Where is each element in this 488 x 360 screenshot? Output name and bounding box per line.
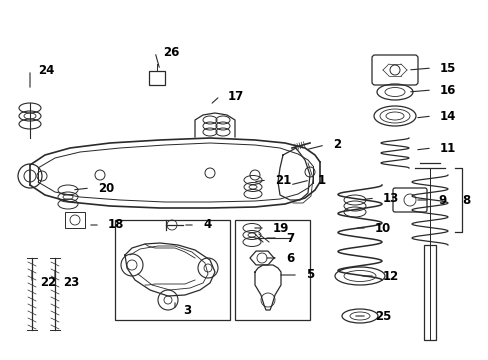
Text: 10: 10	[374, 221, 390, 234]
Text: 3: 3	[183, 303, 191, 316]
Text: 8: 8	[461, 194, 469, 207]
Text: 12: 12	[382, 270, 398, 283]
Text: 26: 26	[163, 45, 179, 58]
Text: 7: 7	[285, 231, 293, 244]
Text: 6: 6	[285, 252, 294, 265]
Text: 11: 11	[439, 141, 455, 154]
Text: 19: 19	[272, 221, 289, 234]
Text: 16: 16	[439, 84, 455, 96]
Bar	[115, 220, 229, 320]
Bar	[65, 212, 85, 228]
Text: 1: 1	[317, 174, 325, 186]
Text: 24: 24	[38, 63, 54, 77]
Text: 15: 15	[439, 62, 455, 75]
Text: 14: 14	[439, 109, 455, 122]
Text: 5: 5	[305, 269, 314, 282]
Text: 20: 20	[98, 181, 114, 194]
Text: 2: 2	[332, 139, 341, 152]
Text: 13: 13	[382, 192, 398, 204]
Text: 25: 25	[374, 310, 390, 323]
Text: 9: 9	[437, 194, 446, 207]
Text: 23: 23	[63, 276, 79, 289]
Text: 18: 18	[108, 219, 124, 231]
Bar	[423, 245, 435, 340]
Text: 21: 21	[274, 174, 291, 186]
Text: 22: 22	[40, 276, 56, 289]
Bar	[149, 71, 164, 85]
Bar	[235, 220, 309, 320]
Text: 4: 4	[203, 219, 211, 231]
Text: 17: 17	[227, 90, 244, 103]
